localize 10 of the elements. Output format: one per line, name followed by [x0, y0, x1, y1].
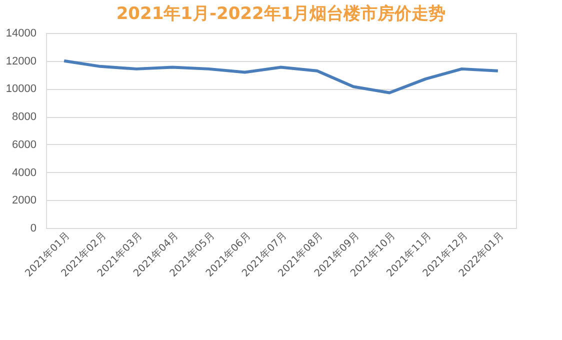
y-tick-label: 4000: [12, 166, 36, 179]
y-tick-label: 2000: [12, 194, 36, 207]
line-series: [62, 59, 500, 94]
y-tick-label: 10000: [6, 83, 36, 96]
chart-title: 2021年1月-2022年1月烟台楼市房价走势: [116, 4, 446, 24]
y-tick-label: 6000: [12, 138, 36, 151]
y-tick-label: 8000: [12, 111, 36, 124]
y-tick-label: 0: [30, 222, 36, 234]
y-tick-label: 12000: [6, 55, 36, 68]
y-tick-label: 14000: [6, 28, 36, 40]
